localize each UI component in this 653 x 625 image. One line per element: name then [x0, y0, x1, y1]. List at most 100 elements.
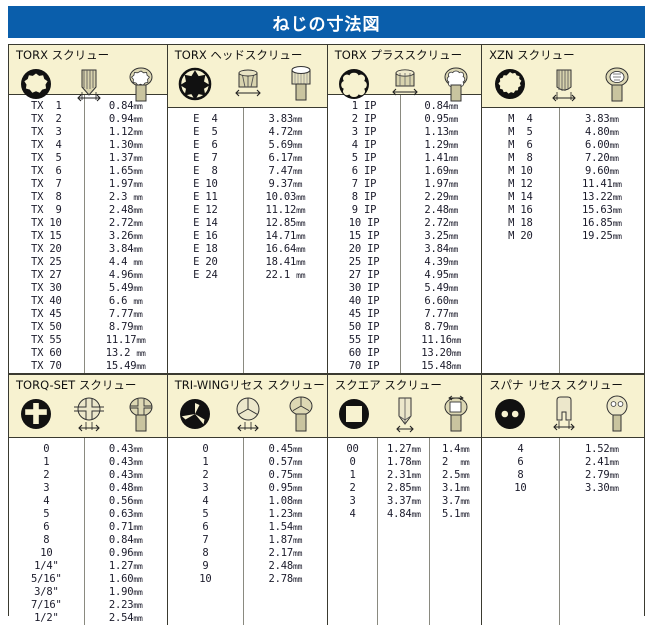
size-cell: M 8	[508, 152, 533, 164]
size-cell: E 24	[193, 269, 218, 281]
dimension-cell: 0.95mm	[268, 482, 303, 494]
size-column: 0 1 2 3 4 5 6 8 10 1/4" 5/16" 3/8" 7/16" 1/2"	[9, 438, 85, 625]
dimension-cell: 2.31mm	[387, 469, 421, 481]
size-cell: 9	[202, 560, 209, 572]
dimension-cell: 0.43mm	[108, 456, 143, 468]
dimension-cell: 15.49mm	[105, 360, 146, 372]
size-cell: 8	[517, 469, 524, 481]
dimension-cell: 1.97mm	[424, 178, 459, 190]
size-column: 4 6 8 10	[482, 438, 560, 625]
torx-plus-screw-head-icon	[430, 64, 481, 104]
size-cell: 6 IP	[351, 165, 377, 177]
dimension-cell: 2.29mm	[424, 191, 459, 203]
dimension-cell: 4.4 mm	[108, 256, 143, 268]
dimension-cell: 1.60mm	[108, 573, 143, 585]
size-cell: E 20	[193, 256, 218, 268]
square-bit-dimension-icon	[380, 394, 431, 434]
dimension-cell: 3.83mm	[268, 113, 303, 125]
size-cell: M 14	[508, 191, 533, 203]
section-icons	[482, 392, 644, 436]
dimension-cell: 2.78mm	[268, 573, 303, 585]
size-cell: TX 10	[31, 217, 62, 229]
dimension-cell: 6.60mm	[424, 295, 459, 307]
size-cell: E 8	[193, 165, 218, 177]
size-cell: 1	[349, 469, 356, 481]
torq-set-drive-icon	[9, 397, 63, 431]
dimension-cell: 8.79mm	[108, 321, 143, 333]
torq-set-bit-dimension-icon	[63, 394, 115, 434]
dimension-cell: 0.84mm	[108, 100, 143, 112]
size-cell: 20 IP	[348, 243, 380, 255]
size-cell: 5 IP	[351, 152, 377, 164]
size-cell: E 10	[193, 178, 218, 190]
size-cell: 1 IP	[351, 100, 377, 112]
size-cell: 8 IP	[351, 191, 377, 203]
section-torx-head-screw: TORX ヘッドスクリュー	[167, 45, 328, 373]
dimension-column: 3.83mm 4.80mm 6.00mm 7.20mm 9.60mm 11.41mm 13.…	[560, 108, 644, 373]
size-cell: 2 IP	[351, 113, 377, 125]
dimension-cell: 0.45mm	[268, 443, 303, 455]
dimension-cell: 1.29mm	[424, 139, 459, 151]
size-cell: E 16	[193, 230, 218, 242]
dimension-cell: 1.78mm	[387, 456, 421, 468]
size-cell: 10	[199, 573, 212, 585]
size-cell: E 18	[193, 243, 218, 255]
torq-set-screw-head-icon	[115, 394, 167, 434]
dimension-cell: 3.1mm	[441, 482, 470, 494]
size-column: 00 0 1 2 3 4	[328, 438, 379, 625]
section-torx-plus-screw: TORX プラススクリュー	[327, 45, 483, 373]
dimension-cell: 5.49mm	[424, 282, 459, 294]
dimension-cell: 1.87mm	[268, 534, 303, 546]
size-cell: M 5	[508, 126, 533, 138]
dimension-cell: 4.80mm	[585, 126, 619, 138]
size-cell: M 12	[508, 178, 533, 190]
size-cell: M 4	[508, 113, 533, 125]
dimension-cell: 4.72mm	[268, 126, 303, 138]
tri-wing-drive-icon	[168, 397, 222, 431]
size-cell: 15 IP	[348, 230, 380, 242]
size-cell: TX 15	[31, 230, 62, 242]
size-cell: 10	[40, 547, 53, 559]
torx-head-bit-dimension-icon	[222, 64, 274, 104]
dimension-cell: 19.25mm	[581, 230, 622, 242]
size-cell: 45 IP	[348, 308, 380, 320]
dimension-cell: 1.27mm	[108, 560, 143, 572]
size-cell: 5/16"	[31, 573, 62, 585]
size-cell: E 5	[193, 126, 218, 138]
section-icons	[9, 62, 167, 106]
dimension-cell: 1.13mm	[424, 126, 459, 138]
size-cell: 1/2"	[34, 612, 59, 624]
tri-wing-screw-head-icon	[274, 394, 326, 434]
section-tri-wing-recess-screw: TRI-WINGリセス スクリュー	[167, 375, 328, 625]
dimension-cell: 1.69mm	[424, 165, 459, 177]
size-cell: 40 IP	[348, 295, 380, 307]
dimension-cell: 1.97mm	[108, 178, 143, 190]
section-torq-set-screw: TORQ-SET スクリュー	[9, 375, 168, 625]
section-label: TORX ヘッドスクリュー	[174, 48, 303, 62]
size-column: 0 1 2 3 4 5 6 7 8 9 10	[168, 438, 245, 625]
size-cell: 7/16"	[31, 599, 62, 611]
size-cell: 9 IP	[351, 204, 377, 216]
size-cell: 7	[202, 534, 209, 546]
size-cell: 4	[43, 495, 50, 507]
torx-drive-icon	[9, 67, 63, 101]
dimension-cell: 7.20mm	[585, 152, 619, 164]
dimension-cell: 11.16mm	[421, 334, 462, 346]
dimension-cell: 7.77mm	[108, 308, 143, 320]
size-cell: 3/8"	[34, 586, 59, 598]
size-cell: TX 4	[31, 139, 62, 151]
section-label: TRI-WINGリセス スクリュー	[174, 378, 325, 392]
size-cell: TX 55	[31, 334, 62, 346]
square-screw-head-icon	[430, 394, 481, 434]
section-header: スパナ リセス スクリュー	[482, 375, 644, 438]
size-cell: E 4	[193, 113, 218, 125]
size-cell: TX 3	[31, 126, 62, 138]
xzn-bit-dimension-icon	[537, 64, 590, 104]
torx-plus-drive-icon	[328, 67, 380, 101]
size-cell: TX 30	[31, 282, 62, 294]
size-cell: 8	[43, 534, 50, 546]
dimension-cell: 2.72mm	[108, 217, 143, 229]
dimension-cell: 3.84mm	[108, 243, 143, 255]
